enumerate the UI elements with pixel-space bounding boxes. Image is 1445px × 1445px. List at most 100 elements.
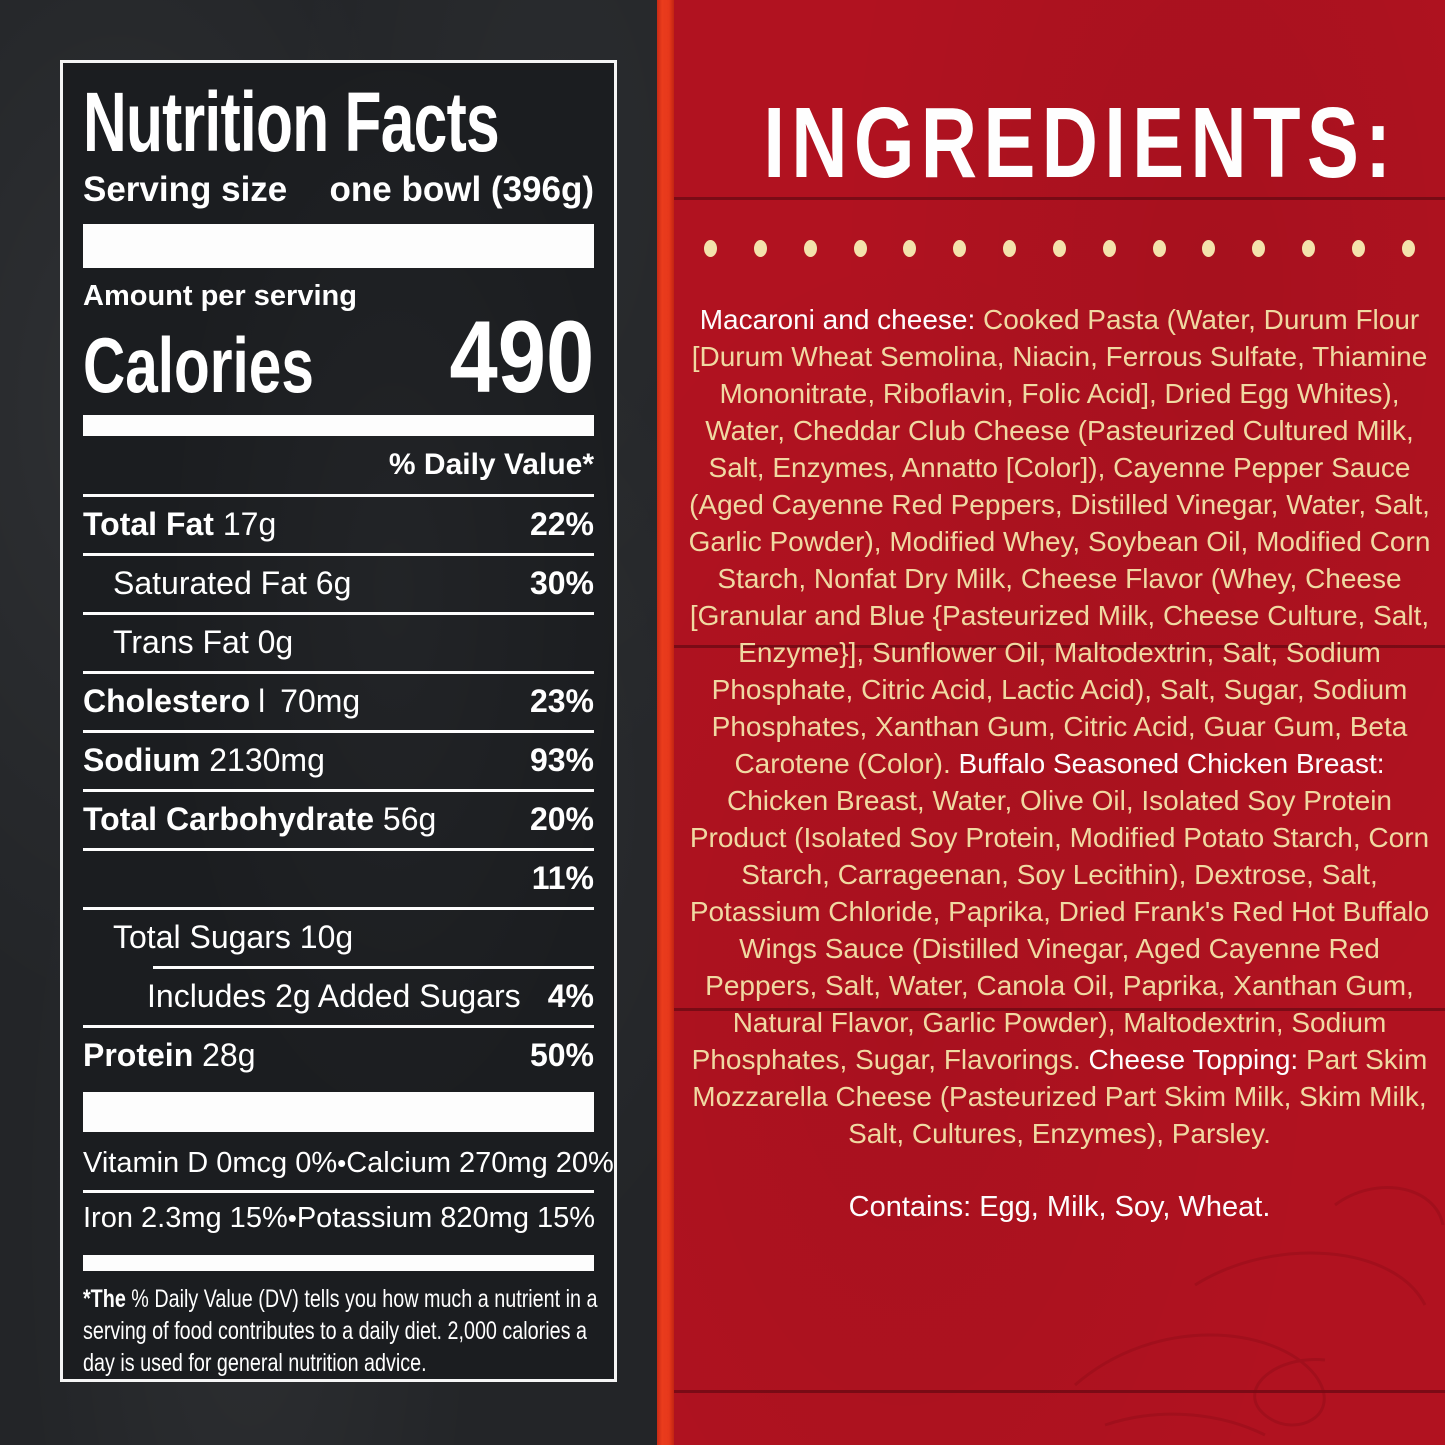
contains-statement: Contains: Egg, Milk, Soy, Wheat. [848,1191,1271,1223]
bullet-separator-icon: • [337,1147,347,1178]
ingredient-segment: Cheese Topping: [1088,1044,1306,1075]
daily-value-footnote: *The % Daily Value (DV) tells you how mu… [83,1283,604,1379]
row-separator [153,965,594,969]
daily-value-percent: 4% [547,977,594,1014]
footnote-text: % Daily Value (DV) tells you how much a … [83,1284,598,1377]
protein-divider-bar [83,1091,594,1132]
micronutrient-right: Potassium 820mg 15% [296,1201,596,1234]
calories-divider-bar [83,414,594,436]
nutrient-row: Trans Fat 0g [83,615,594,671]
nutrient-row: Total Carbohydrate 56g 20% [83,792,594,848]
daily-value-percent: 22% [529,505,594,542]
row-separator [83,670,594,674]
nutrient-name: Trans Fat 0g [113,623,294,660]
ingredients-content: INGREDIENTS: Macaroni and cheese: Cooked… [674,0,1445,1226]
serving-size-label: Serving size [83,169,288,209]
dot [1052,240,1066,257]
nutrient-row: Saturated Fat 6g 30% [83,556,594,612]
nutrient-name: Includes 2g Added Sugars [147,977,521,1014]
daily-value-percent: 11% [531,859,594,896]
micronutrient-left: Vitamin D 0mcg 0% [83,1146,338,1179]
daily-value-header: % Daily Value* [388,447,594,481]
header-divider-bar [83,223,594,268]
dot [1202,240,1216,257]
nutrient-rows: Total Fat 17g 22% Saturated Fat 6g 30% Trans… [83,493,594,1084]
daily-value-percent: 23% [529,682,594,719]
calories-value: 490 [449,299,594,414]
footnote-asterisk-prefix: *The [83,1284,126,1313]
nutrient-row: Protein 28g 50% [83,1028,594,1084]
bullet-separator-icon: • [287,1202,297,1233]
dot [903,240,917,257]
ingredient-segment: Part Skim Mozzarella Cheese (Pasteurized… [692,1044,1428,1149]
ingredients-panel: INGREDIENTS: Macaroni and cheese: Cooked… [674,0,1445,1445]
nutrition-facts-label: Nutrition Facts Serving size one bowl (3… [60,60,617,1382]
ingredients-heading: INGREDIENTS: [763,87,1398,199]
nutrition-facts-title: Nutrition Facts [83,75,500,169]
dot [1102,240,1116,257]
dot [1302,240,1316,257]
ingredient-segment: Buffalo Seasoned Chicken Breast: [958,748,1385,779]
micronutrient-divider-bar [83,1254,594,1271]
row-separator [83,847,594,851]
nutrient-name: Total Sugars 10g [113,918,354,955]
dot [853,240,867,257]
micronutrient-right: Calcium 270mg 20% [346,1146,614,1179]
wood-plank-line [674,1008,1445,1011]
nutrient-name: Protein 28g [83,1036,256,1073]
daily-value-percent: 20% [529,800,594,837]
nutrient-row: Total Fat 17g 22% [83,497,594,553]
wood-plank-line [674,645,1445,648]
swirl-decoration [1074,1186,1445,1437]
row-separator [83,788,594,792]
dot [753,240,767,257]
nutrient-row: Sodium 2130mg 93% [83,733,594,789]
wood-plank-line [674,1390,1445,1393]
amount-per-serving-label: Amount per serving [83,279,357,312]
dot [1401,240,1415,257]
serving-size-value: one bowl (396g) [329,169,594,209]
ingredient-segment: Macaroni and cheese: [699,304,984,335]
daily-value-percent: 93% [529,741,594,778]
dot [803,240,817,257]
nutrient-name: Saturated Fat 6g [113,564,352,601]
ingredient-segment: Cooked Pasta (Water, Durum Flour [Durum … [688,304,1431,779]
panel-divider-strip [657,0,674,1445]
dot [1003,240,1017,257]
row-separator [83,1024,594,1028]
nutrient-name: Sodium 2130mg [83,741,325,778]
row-separator [83,729,594,733]
nutrient-name: Total Fat 17g [83,505,277,542]
dot [1152,240,1166,257]
calories-label: Calories [83,320,314,409]
nutrient-name: Total Carbohydrate 56g [83,800,437,837]
micronutrient-rows: Vitamin D 0mcg 0% • Calcium 270mg 20% Iron … [83,1138,614,1245]
row-separator [83,493,594,497]
daily-value-percent: 50% [529,1036,594,1073]
ingredient-segment: Chicken Breast, Water, Olive Oil, Isolat… [689,785,1430,1075]
nutrient-row: Cholestero l 70mg 23% [83,674,594,730]
dot [704,240,717,257]
micronutrient-left: Iron 2.3mg 15% [83,1201,288,1234]
nutrient-row: 11% [83,851,594,907]
dot [1351,240,1365,257]
calories-row: Calories 490 [83,299,594,414]
daily-value-percent: 30% [529,564,594,601]
wood-plank-line [674,197,1445,200]
serving-size-row: Serving size one bowl (396g) [83,170,594,210]
micronutrient-row: Iron 2.3mg 15% • Potassium 820mg 15% [83,1193,596,1245]
row-separator [83,1189,594,1193]
nutrient-name: Cholestero l 70mg [83,682,361,719]
row-separator [83,611,594,615]
chalkboard-panel: Nutrition Facts Serving size one bowl (3… [0,0,657,1445]
nutrient-row: Includes 2g Added Sugars 4% [83,969,594,1025]
micronutrient-row: Vitamin D 0mcg 0% • Calcium 270mg 20% [83,1138,614,1190]
dots-row [674,240,1445,257]
dot [1252,240,1266,257]
dot [953,240,967,257]
ingredients-paragraph: Macaroni and cheese: Cooked Pasta (Water… [686,301,1434,1152]
row-separator [83,906,594,910]
row-separator [83,552,594,556]
nutrient-row: Total Sugars 10g [83,910,594,966]
